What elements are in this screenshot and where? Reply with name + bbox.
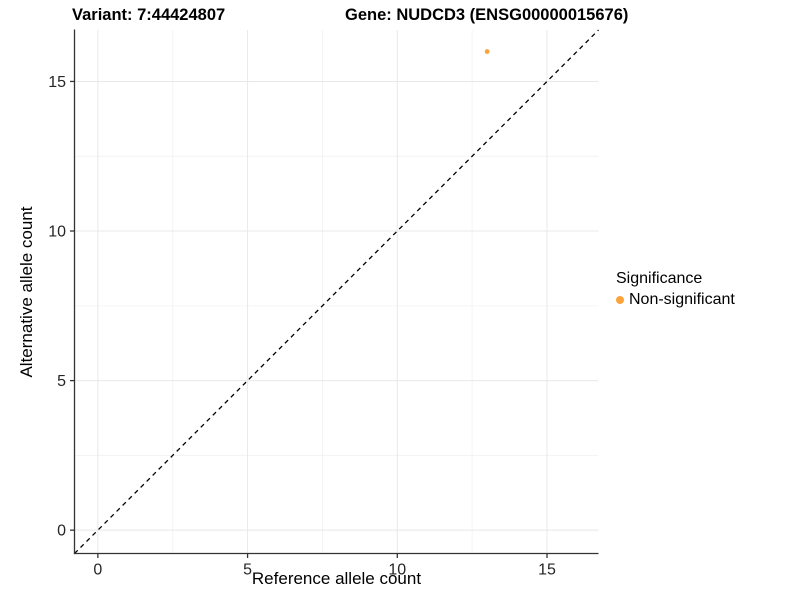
- y-tick-label: 10: [48, 224, 66, 241]
- data-point[interactable]: [484, 49, 490, 54]
- x-tick-label: 10: [388, 562, 406, 579]
- x-tick-label: 0: [93, 562, 102, 579]
- legend-item-label: Non-significant: [629, 291, 735, 308]
- legend-title: Significance: [616, 270, 703, 287]
- y-tick-label: 5: [57, 373, 66, 390]
- legend-item-non-significant: Non-significant: [616, 291, 735, 309]
- legend: Significance Non-significant: [616, 270, 735, 309]
- legend-point-icon: [616, 296, 624, 304]
- y-axis-title: Alternative allele count: [17, 206, 36, 378]
- identity-dashed-line: [74, 29, 599, 554]
- y-tick-label: 0: [57, 523, 66, 540]
- x-tick-label: 15: [538, 562, 556, 579]
- variant-title: Variant: 7:44424807: [72, 6, 226, 24]
- x-tick-label: 5: [243, 562, 252, 579]
- x-axis-title: Reference allele count: [251, 569, 422, 588]
- y-tick-label: 15: [48, 74, 66, 91]
- gene-title: Gene: NUDCD3 (ENSG00000015676): [345, 6, 629, 24]
